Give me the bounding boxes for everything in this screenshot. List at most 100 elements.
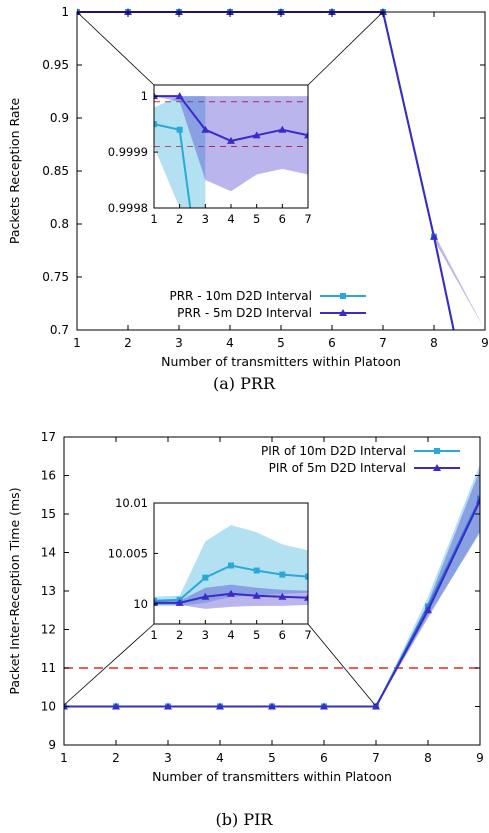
pir-y-axis-label: Packet Inter-Reception Time (ms) (7, 487, 22, 694)
pir-inset-series-1-point-6 (279, 571, 286, 578)
prr-legend-label-2: PRR - 5m D2D Interval (177, 306, 312, 320)
pir-y-tick-label: 9 (48, 738, 56, 752)
pir-inset-series-2-point-7 (304, 593, 308, 601)
pir-inset-series-1-point-3 (202, 574, 209, 581)
prr-zoom-connector-right (307, 11, 384, 86)
prr-x-tick-label: 2 (124, 336, 132, 350)
prr-y-tick-label: 0.75 (42, 270, 69, 284)
prr-y-tick-label: 0.9 (50, 111, 69, 125)
pir-legend-label-1: PIR of 10m D2D Interval (261, 444, 406, 458)
prr-x-tick-label: 6 (328, 336, 336, 350)
prr-inset-y-tick-label: 0.9998 (108, 201, 148, 215)
prr-inset-series-2-line-group (154, 92, 308, 144)
pir-legend-label-2: PIR of 5m D2D Interval (269, 461, 406, 475)
prr-legend-marker-1 (340, 293, 346, 299)
prr-inset-series-2-point-3 (201, 125, 210, 133)
pir-legend-marker-2 (433, 464, 441, 471)
pir-series-1-point-9 (477, 495, 480, 502)
pir-series-2-line-group (64, 496, 480, 710)
pir-caption: (b) PIR (216, 810, 274, 829)
prr-series-2-line-group (77, 8, 455, 330)
pir-y-tick-label: 13 (41, 584, 56, 598)
prr-x-axis-label: Number of transmitters within Platoon (161, 354, 401, 369)
prr-inset-series-2-point-7 (304, 131, 308, 139)
prr-inset-x-tick-label: 7 (304, 212, 311, 226)
prr-x-tick-label: 1 (73, 336, 81, 350)
prr-y-axis-label: Packets Reception Rate (7, 98, 22, 245)
prr-inset-series-2-point-4 (227, 136, 235, 144)
pir-inset-series-2-point-4 (227, 589, 235, 597)
pir-y-tick-label: 12 (41, 623, 56, 637)
prr-zoom-connector-left (76, 11, 155, 86)
prr-caption: (a) PRR (213, 374, 276, 393)
prr-inset-series-2-point-6 (278, 125, 287, 133)
pir-inset-series-1-point-1 (154, 597, 157, 604)
prr-x-tick-label: 5 (277, 336, 285, 350)
pir-x-axis-label: Number of transmitters within Platoon (152, 769, 392, 784)
pir-y-tick-label: 15 (41, 507, 56, 521)
pir-series-2-point-3 (164, 702, 172, 710)
pir-zoom-connector-left (63, 623, 155, 706)
pir-zoom-connector-right (307, 623, 376, 706)
pir-series-2-point-4 (216, 702, 224, 710)
prr-inset-x-tick-label: 4 (227, 212, 234, 226)
pir-inset-series-2-point-3 (201, 592, 210, 600)
pir-x-tick-label: 7 (372, 751, 380, 765)
pir-inset-series-2-point-2 (175, 598, 184, 606)
prr-inset-series-2-point-2 (175, 92, 184, 100)
prr-inset-series-2-point-5 (252, 131, 261, 139)
pir-y-tick-label: 16 (41, 469, 56, 483)
pir-legend-marker-1 (434, 448, 440, 454)
pir-x-tick-label: 1 (60, 751, 68, 765)
pir-inset-x-tick-label: 6 (279, 628, 286, 642)
prr-x-tick-label: 3 (175, 336, 183, 350)
pir-series-2-point-5 (268, 702, 276, 710)
prr-series-2-point-8 (430, 232, 438, 240)
pir-y-tick-label: 11 (41, 661, 56, 675)
pir-y-tick-label: 14 (41, 546, 56, 560)
pir-x-tick-label: 5 (268, 751, 276, 765)
prr-inset-x-tick-label: 1 (150, 212, 157, 226)
pir-inset-x-tick-label: 2 (176, 628, 183, 642)
prr-chart: 1 2 3 4 5 6 7 8 9 0.7 0.75 0.8 0.85 0.9 0.95 1 Number of… (7, 5, 489, 369)
pir-inset-y-tick-label: 10.01 (115, 496, 148, 510)
pir-inset-x-tick-label: 4 (227, 628, 234, 642)
pir-x-tick-label: 9 (476, 751, 484, 765)
pir-inset-y-tick-label: 10 (133, 597, 148, 611)
pir-y-tick-label: 17 (41, 430, 56, 444)
prr-inset-y-tick-label: 0.9999 (108, 145, 148, 159)
pir-x-tick-label: 2 (112, 751, 120, 765)
prr-y-tick-label: 0.95 (42, 58, 69, 72)
prr-x-tick-label: 8 (430, 336, 438, 350)
pir-series-2-point-6 (320, 702, 328, 710)
pir-inset-series-1-point-7 (305, 573, 308, 580)
pir-inset-y-tick-label: 10.005 (108, 546, 148, 560)
prr-inset-series-1-band (154, 96, 206, 208)
prr-y-tick-label: 0.8 (50, 217, 69, 231)
prr-series-1-line-group (77, 9, 455, 330)
pir-inset-x-tick-label: 1 (150, 628, 157, 642)
prr-inset-x-tick-label: 2 (176, 212, 183, 226)
prr-inset-x-tick-label: 3 (202, 212, 209, 226)
prr-inset-series-1-point-2 (176, 126, 183, 133)
pir-x-tick-label: 4 (216, 751, 224, 765)
pir-series-2-point-9 (476, 496, 480, 504)
prr-x-tick-label: 4 (226, 336, 234, 350)
pir-inset-series-2-point-5 (252, 591, 261, 599)
pir-x-tick-label: 6 (320, 751, 328, 765)
prr-legend-label-1: PRR - 10m D2D Interval (169, 289, 312, 303)
prr-inset-series-1-line-group (154, 121, 192, 208)
prr-inset-series-1-point-1 (154, 121, 157, 128)
pir-inset-series-1-point-5 (253, 567, 260, 574)
prr-x-tick-label: 7 (379, 336, 387, 350)
pir-inset-series-2-line-group (154, 589, 308, 606)
prr-series-1-line (77, 11, 455, 330)
pir-inset-series-1-point-4 (228, 562, 234, 569)
prr-inset-x-tick-label: 5 (253, 212, 260, 226)
pir-y-tick-label: 10 (41, 700, 56, 714)
pir-inset-x-tick-label: 7 (304, 628, 311, 642)
pir-inset-x-tick-label: 5 (253, 628, 260, 642)
prr-y-tick-label: 1 (61, 5, 69, 19)
pir-series-2-point-7 (372, 702, 380, 710)
